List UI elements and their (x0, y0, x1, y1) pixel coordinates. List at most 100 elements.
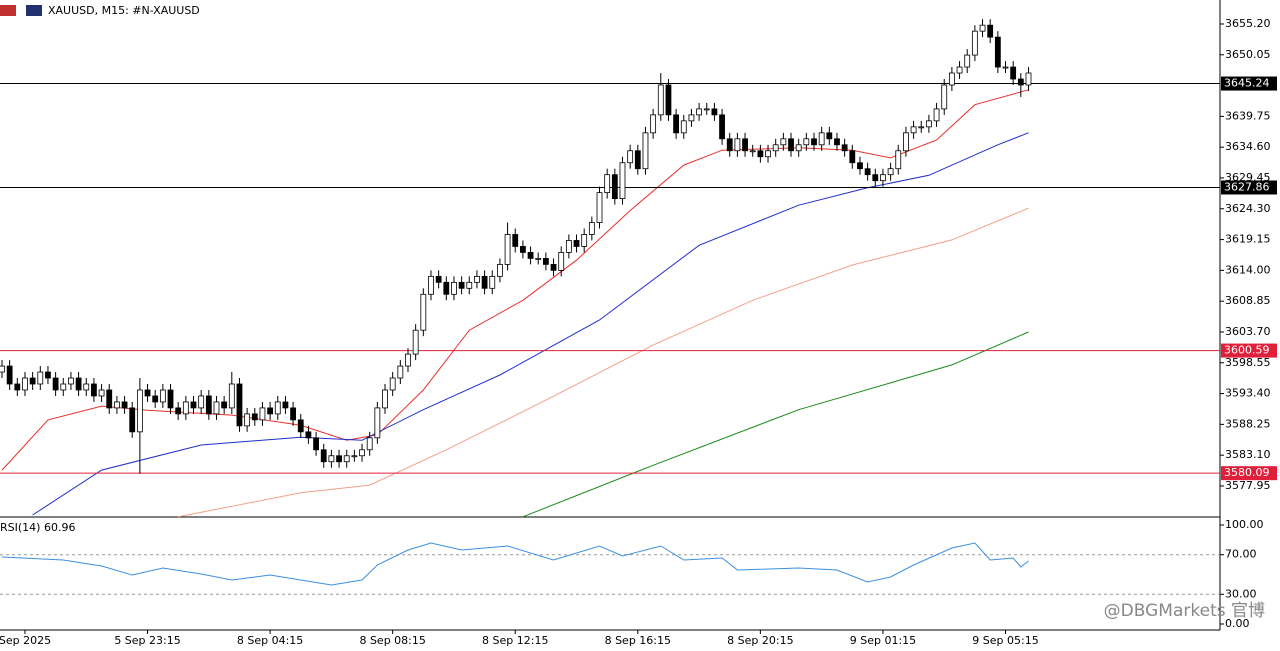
candle-body (328, 455, 335, 463)
candle-body (550, 263, 557, 271)
candle-body (604, 174, 611, 194)
candle-body (535, 258, 542, 260)
candle-body (175, 407, 182, 415)
candle-body (849, 150, 856, 164)
candle-body (366, 437, 373, 451)
y-tick-label: 3650.05 (1225, 48, 1271, 61)
candle-body (918, 126, 925, 129)
candle-body (121, 401, 128, 409)
y-tick-label: 30.00 (1225, 587, 1257, 600)
candle-body (420, 293, 427, 331)
candle-body (282, 401, 289, 409)
level-label: 3600.59 (1224, 344, 1270, 357)
candle-body (596, 192, 603, 223)
candle-body (52, 377, 59, 391)
candle-body (343, 455, 350, 463)
candle-body (887, 168, 894, 176)
candle-body (795, 144, 802, 152)
y-tick-label: 3624.30 (1225, 202, 1271, 215)
candle-body (221, 401, 228, 409)
candle-body (581, 234, 588, 247)
candle-body (772, 144, 779, 152)
candle-body (213, 401, 220, 415)
candle-body (558, 252, 565, 271)
candle-body (136, 389, 143, 433)
candle-body (826, 132, 833, 140)
candle-body (60, 383, 67, 391)
candle-body (167, 389, 174, 409)
candle-body (811, 138, 817, 146)
level-label: 3645.24 (1224, 77, 1270, 90)
candle-body (749, 150, 756, 153)
y-tick-label: 3608.85 (1225, 294, 1271, 307)
y-tick-label: 3588.25 (1225, 417, 1271, 430)
icon (0, 5, 16, 16)
candle-body (834, 138, 840, 146)
rsi-line (1, 542, 1029, 586)
candle-body (0, 365, 5, 373)
candle-body (405, 353, 411, 367)
y-tick-label: 3639.75 (1225, 109, 1271, 122)
y-tick-label: 70.00 (1225, 548, 1257, 561)
candle-body (451, 281, 457, 295)
candle-body (428, 275, 434, 295)
x-tick-label: 5 Sep 23:15 (114, 634, 180, 647)
candle-body (634, 150, 641, 170)
moving-average (32, 132, 1029, 516)
y-tick-label: 3603.70 (1225, 325, 1271, 338)
level-label: 3627.86 (1224, 180, 1270, 193)
candle-body (1017, 78, 1024, 86)
candle-body (565, 240, 572, 253)
candle-body (971, 30, 978, 56)
candle-body (788, 138, 794, 152)
candle-body (259, 407, 266, 421)
y-tick-label: 3655.20 (1225, 17, 1271, 30)
candle-body (757, 150, 764, 158)
candle-body (1025, 72, 1032, 86)
candle-body (726, 138, 733, 152)
candle-body (6, 365, 13, 385)
candle-body (780, 138, 787, 146)
y-tick-label: 3598.55 (1225, 356, 1271, 369)
candle-body (182, 401, 189, 415)
candle-body (903, 132, 909, 152)
candle-body (818, 132, 825, 146)
candle-body (22, 377, 28, 391)
candle-body (734, 138, 741, 152)
level-label: 3580.09 (1224, 466, 1270, 479)
candle-body (665, 84, 672, 116)
icon (26, 5, 42, 16)
candle-body (389, 377, 396, 391)
candle-body (857, 162, 863, 170)
candle-body (650, 114, 657, 134)
candle-body (290, 407, 296, 421)
candle-body (611, 174, 618, 200)
candle-body (251, 413, 258, 421)
y-tick-label: 100.00 (1225, 518, 1264, 531)
candle-body (98, 389, 105, 397)
candle-body (83, 383, 90, 391)
candle-body (359, 449, 365, 457)
candle-body (895, 150, 902, 170)
candle-body (910, 126, 917, 134)
x-tick-label: 8 Sep 20:15 (727, 634, 793, 647)
candle-body (994, 36, 1001, 68)
candle-body (144, 389, 151, 397)
level-label-bg (1221, 343, 1277, 358)
candle-body (948, 72, 955, 86)
candle-body (588, 222, 595, 235)
candle-body (926, 120, 932, 128)
candle-body (504, 234, 511, 265)
x-tick-label: 9 Sep 01:15 (850, 634, 916, 647)
candle-body (696, 108, 702, 116)
candle-body (688, 114, 695, 122)
candle-body (680, 120, 687, 134)
candle-body (190, 401, 197, 409)
candle-body (765, 150, 771, 158)
candle-body (374, 407, 381, 439)
candle-body (198, 395, 205, 409)
y-tick-label: 0.00 (1225, 617, 1250, 630)
candle-body (244, 413, 251, 427)
